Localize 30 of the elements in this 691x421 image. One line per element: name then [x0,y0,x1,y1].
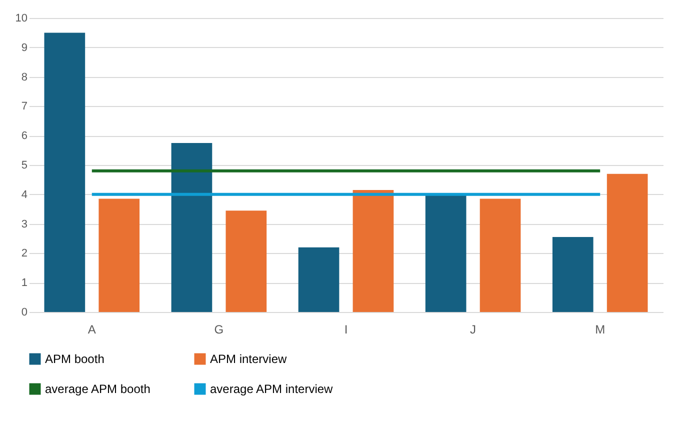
x-tick-label: I [344,322,348,336]
y-tick-label: 2 [21,248,28,260]
x-tick-label: G [214,322,224,336]
y-tick-label: 10 [15,12,28,24]
y-tick-label: 4 [21,188,28,201]
bar [171,142,212,312]
bar [226,210,267,312]
bar [44,32,86,312]
y-tick-label: 9 [21,42,28,54]
bar [98,198,140,312]
legend-label: APM booth [45,352,104,366]
bar [606,174,648,312]
x-tick-label: J [470,322,476,336]
y-tick-label: 8 [21,71,28,84]
bar [425,194,466,312]
y-tick-label: 3 [21,218,28,230]
y-tick-label: 0 [21,306,28,318]
legend-label: average APM booth [45,382,150,396]
x-tick-label: M [595,322,606,336]
legend-label: average APM interview [210,382,334,396]
y-tick-label: 6 [21,130,28,142]
y-tick-label: 5 [21,160,28,172]
bar [552,237,594,312]
legend-label: APM interview [210,352,288,366]
bar [352,190,394,312]
y-tick-label: 1 [21,277,28,290]
x-tick-label: A [88,322,96,336]
bar [298,247,340,312]
y-tick-label: 7 [21,100,28,113]
bar [480,198,521,312]
